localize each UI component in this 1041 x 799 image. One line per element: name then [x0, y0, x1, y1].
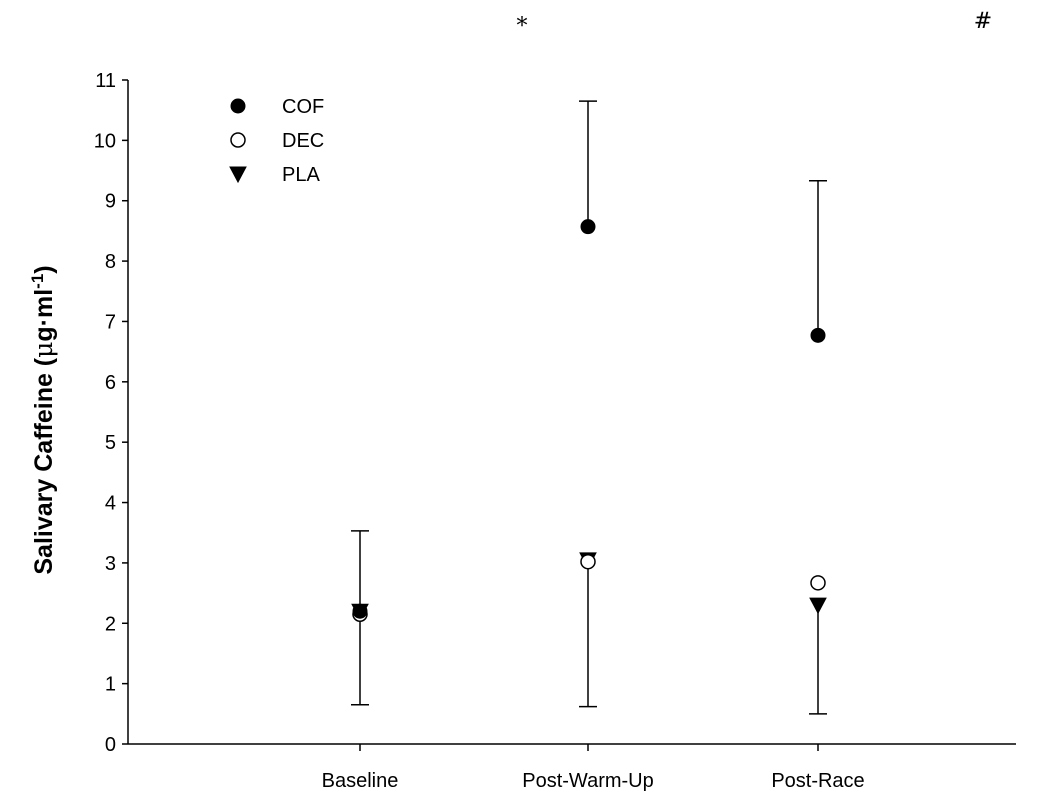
legend-label-dec: DEC: [282, 130, 324, 152]
legend-marker-dec: [230, 132, 246, 148]
axes: [127, 80, 1016, 745]
data-point-cof: [810, 327, 826, 343]
y-tick-label: 3: [105, 553, 116, 575]
legend-marker-pla: [229, 166, 247, 184]
y-tick-label: 4: [105, 493, 116, 515]
x-tick-label: Post-Race: [771, 770, 864, 792]
y-axis-label-close: ): [30, 265, 58, 273]
y-axis-label-sup: -1: [28, 274, 47, 289]
data-point-cof: [580, 219, 596, 235]
data-point-cof: [352, 603, 368, 619]
y-tick-label: 5: [105, 432, 116, 454]
y-axis-label-unit: g·ml: [30, 289, 58, 342]
y-tick-label: 1: [105, 674, 116, 696]
legend-label-cof: COF: [282, 96, 324, 118]
y-tick-label: 6: [105, 372, 116, 394]
y-axis-label-main: Salivary Caffeine (: [30, 357, 58, 574]
y-tick-label: 10: [94, 130, 116, 152]
y-axis-label: Salivary Caffeine (μg·ml-1): [28, 265, 59, 574]
y-axis-label-mu: μ: [29, 342, 58, 358]
significance-annotations: * #: [517, 9, 993, 39]
y-ticks: 0 1 2 3 4 5 6 7 8 9 10 11: [94, 70, 128, 756]
legend-marker-cof: [230, 98, 246, 114]
data-point-dec: [810, 575, 826, 591]
legend: COF DEC PLA: [229, 96, 324, 186]
y-tick-label: 8: [105, 251, 116, 273]
y-tick-label: 7: [105, 311, 116, 333]
data-points: [351, 219, 827, 622]
x-tick-label: Post-Warm-Up: [522, 770, 653, 792]
y-tick-label: 11: [95, 70, 116, 92]
significance-mark: #: [974, 9, 992, 34]
y-tick-label: 0: [105, 734, 116, 756]
error-bars: [351, 100, 827, 715]
data-point-pla: [809, 597, 827, 615]
y-tick-label: 2: [105, 613, 116, 635]
y-tick-label: 9: [105, 191, 116, 213]
legend-label-pla: PLA: [282, 164, 320, 186]
significance-mark: *: [517, 14, 528, 39]
data-point-dec: [580, 553, 596, 570]
x-tick-label: Baseline: [322, 770, 399, 792]
x-ticks: Baseline Post-Warm-Up Post-Race: [322, 744, 865, 792]
